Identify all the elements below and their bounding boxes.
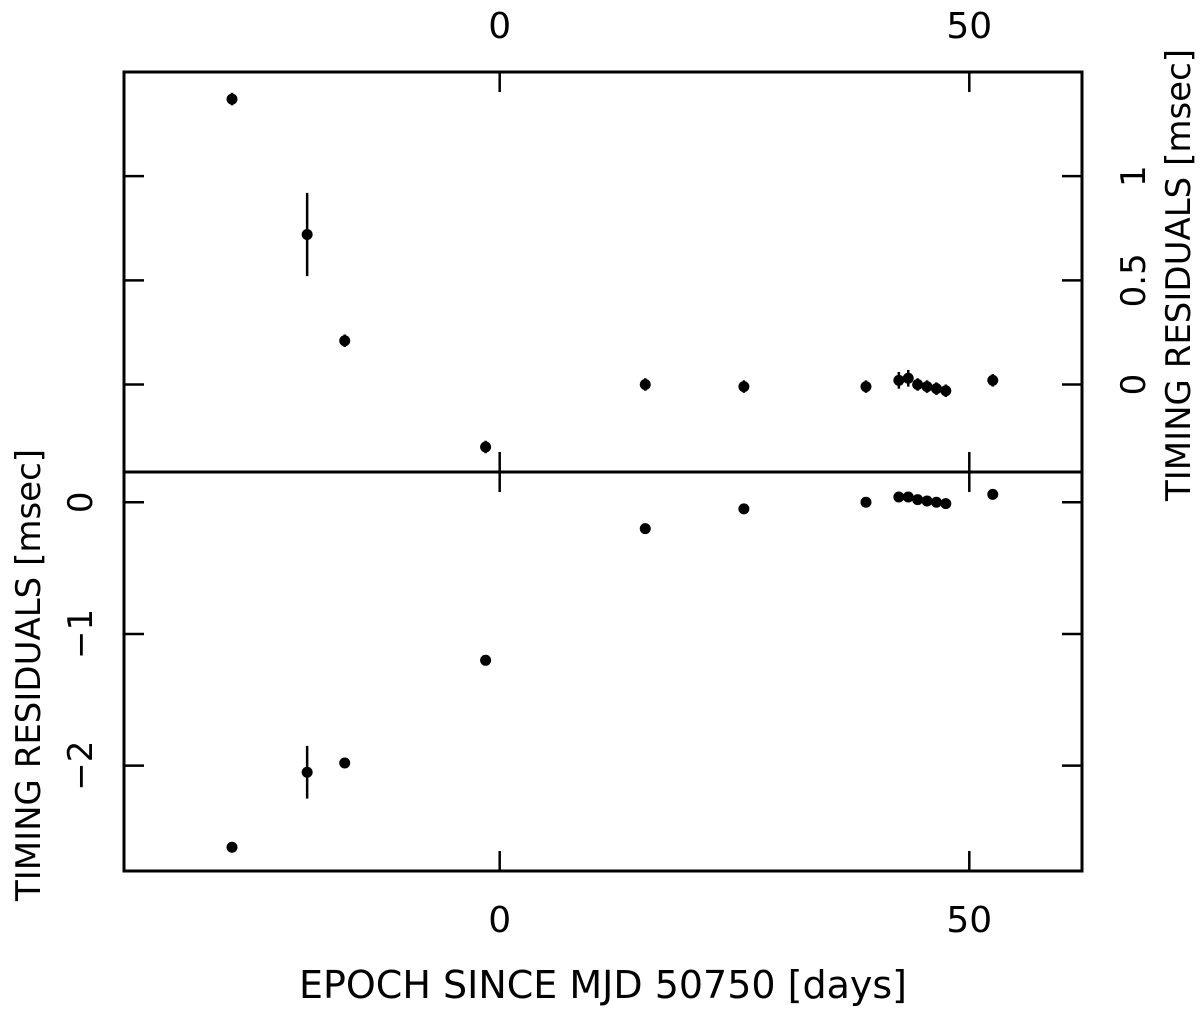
lower-y-tick-label: −1 [61,609,101,659]
upper-data-point [930,383,942,395]
lower-data-point [301,766,313,778]
tick-marks [124,72,1082,871]
upper-data-point [860,381,872,393]
lower-data-point [930,496,942,508]
upper-y-tick-label: 0 [1114,374,1154,396]
lower-data-point [912,494,924,506]
upper-data-point [639,379,651,390]
lower-data-point [226,841,238,853]
lower-data-point [940,498,952,510]
upper-data-point [912,379,924,390]
x-tick-label-top: 0 [488,6,511,47]
lower-data-point [987,488,999,500]
data-points [226,92,999,853]
x-tick-label-top: 50 [946,6,992,47]
lower-data-point [480,654,492,666]
upper-y-axis-label: TIMING RESIDUALS [msec] [1159,49,1199,502]
upper-data-point [339,335,351,347]
upper-data-point [921,381,933,393]
lower-data-point [893,491,905,503]
lower-y-tick-label: 0 [61,491,101,513]
x-tick-label-bottom: 0 [488,900,511,941]
x-axis-label: EPOCH SINCE MJD 50750 [days] [299,963,907,1007]
lower-data-point [860,496,872,508]
upper-data-point [902,372,914,384]
upper-data-point [987,374,999,386]
lower-y-axis-label: TIMING RESIDUALS [msec] [9,449,49,902]
upper-data-point [940,385,952,397]
upper-data-point [226,93,238,105]
lower-data-point [902,491,914,503]
lower-data-point [639,523,651,535]
upper-data-point [480,441,492,453]
tick-labels: 0 0 50 50 0 0.5 1 0 −1 −2 [61,6,1154,941]
upper-y-tick-label: 1 [1114,165,1154,187]
upper-data-point [893,374,905,386]
upper-y-tick-label: 0.5 [1114,253,1154,307]
lower-data-point [339,757,351,769]
lower-data-point [738,503,750,515]
lower-data-point [921,495,933,507]
upper-data-point [738,381,750,393]
lower-y-tick-label: −2 [61,741,101,791]
upper-data-point [301,229,313,240]
x-tick-label-bottom: 50 [946,900,992,941]
